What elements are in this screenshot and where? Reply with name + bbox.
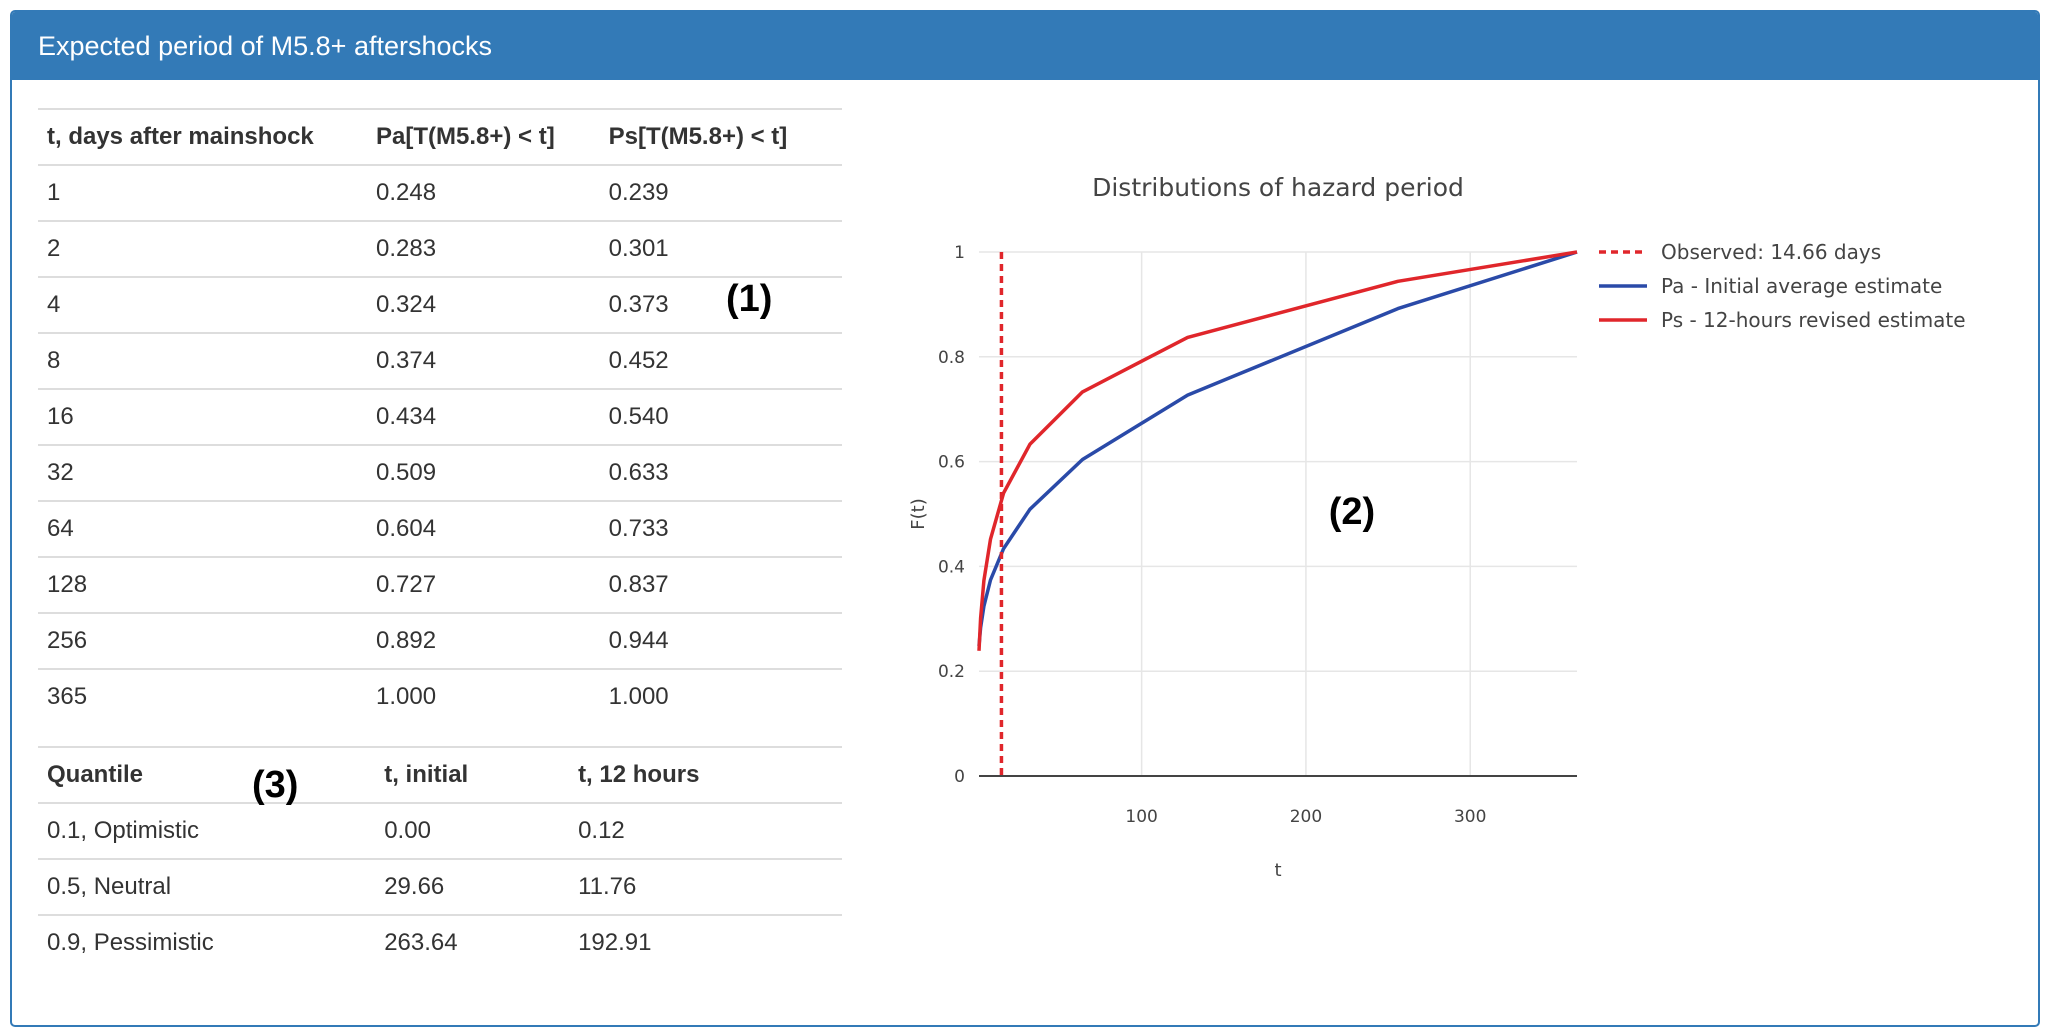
legend-label-2: Ps - 12-hours revised estimate — [1661, 308, 1966, 332]
table-row: 1 0.248 0.239 — [38, 164, 842, 221]
y-tick-label: 1 — [954, 243, 965, 263]
quantile-cell: 192.91 — [569, 914, 842, 970]
table-row: 4 0.324 0.373 — [38, 276, 842, 333]
quantile-cell: 0.12 — [569, 802, 842, 859]
quantile-table: Quantile t, initial t, 12 hours 0.1, Optim… — [38, 746, 842, 970]
probability-cell: 16 — [38, 388, 367, 445]
probability-cell: 1.000 — [367, 668, 600, 724]
probability-cell: 1.000 — [599, 668, 842, 724]
probability-cell: 0.837 — [599, 556, 842, 613]
chart-title: Distributions of hazard period — [1092, 173, 1464, 202]
table-row: 32 0.509 0.633 — [38, 444, 842, 501]
quantile-header-0: Quantile — [38, 746, 376, 804]
y-tick-label: 0.8 — [938, 348, 965, 368]
probability-header-2: Ps[T(M5.8+) < t] — [599, 108, 842, 166]
probability-cell: 365 — [38, 668, 367, 724]
quantile-cell: 0.5, Neutral — [38, 858, 376, 915]
probability-cell: 32 — [38, 444, 367, 501]
probability-cell: 256 — [38, 612, 367, 669]
table-row: 2 0.283 0.301 — [38, 220, 842, 277]
probability-cell: 0.727 — [367, 556, 600, 613]
annotation-1: (1) — [726, 278, 773, 320]
table-row: 365 1.000 1.000 — [38, 668, 842, 724]
x-axis-label: t — [1274, 860, 1281, 881]
probability-cell: 128 — [38, 556, 367, 613]
probability-cell: 64 — [38, 500, 367, 557]
table-row: 0.5, Neutral 29.66 11.76 — [38, 858, 842, 915]
probability-cell: 0.944 — [599, 612, 842, 669]
table-row: 8 0.374 0.452 — [38, 332, 842, 389]
legend-label-1: Pa - Initial average estimate — [1661, 274, 1942, 298]
quantile-cell: 0.00 — [375, 802, 570, 859]
probability-cell: 0.373 — [599, 276, 842, 333]
x-tick-label: 200 — [1290, 807, 1322, 827]
probability-cell: 0.434 — [367, 388, 600, 445]
table-row: 0.1, Optimistic 0.00 0.12 — [38, 802, 842, 859]
y-tick-label: 0 — [954, 767, 965, 787]
quantile-header-1: t, initial — [375, 746, 570, 804]
table-row: 128 0.727 0.837 — [38, 556, 842, 613]
table-row: 64 0.604 0.733 — [38, 500, 842, 557]
probability-cell: 0.324 — [367, 276, 600, 333]
probability-cell: 2 — [38, 220, 367, 277]
x-tick-label: 100 — [1125, 807, 1157, 827]
probability-cell: 1 — [38, 164, 367, 221]
quantile-cell: 29.66 — [375, 858, 570, 915]
probability-cell: 0.301 — [599, 220, 842, 277]
probability-cell: 8 — [38, 332, 367, 389]
probability-cell: 4 — [38, 276, 367, 333]
probability-cell: 0.452 — [599, 332, 842, 389]
y-tick-label: 0.4 — [938, 557, 965, 577]
table-row: 256 0.892 0.944 — [38, 612, 842, 669]
probability-table: t, days after mainshock Pa[T(M5.8+) < t] P… — [38, 108, 842, 724]
y-tick-label: 0.2 — [938, 662, 965, 682]
probability-cell: 0.540 — [599, 388, 842, 445]
probability-cell: 0.633 — [599, 444, 842, 501]
panel-title: Expected period of M5.8+ aftershocks — [12, 12, 2038, 80]
x-tick-label: 300 — [1454, 807, 1486, 827]
hazard-chart: Distributions of hazard period 0 0.2 0.4 0.6… — [908, 173, 1966, 881]
probability-cell: 0.892 — [367, 612, 600, 669]
y-tick-label: 0.6 — [938, 453, 965, 473]
hazard-panel: Expected period of M5.8+ aftershocks t, … — [10, 10, 2040, 1027]
y-axis-label: F(t) — [908, 498, 929, 529]
probability-header-1: Pa[T(M5.8+) < t] — [367, 108, 600, 166]
probability-cell: 0.604 — [367, 500, 600, 557]
series-line-0 — [977, 250, 1578, 647]
probability-cell: 0.283 — [367, 220, 600, 277]
table-row: 16 0.434 0.540 — [38, 388, 842, 445]
probability-header-0: t, days after mainshock — [38, 108, 367, 166]
probability-cell: 0.248 — [367, 164, 600, 221]
quantile-cell: 0.9, Pessimistic — [38, 914, 376, 970]
quantile-cell: 0.1, Optimistic — [38, 802, 376, 859]
probability-cell: 0.239 — [599, 164, 842, 221]
probability-cell: 0.374 — [367, 332, 600, 389]
quantile-cell: 11.76 — [569, 858, 842, 915]
annotation-2: (2) — [1329, 491, 1375, 533]
series-line-1 — [977, 250, 1578, 651]
quantile-cell: 263.64 — [375, 914, 570, 970]
probability-cell: 0.509 — [367, 444, 600, 501]
table-row: 0.9, Pessimistic 263.64 192.91 — [38, 914, 842, 970]
annotation-3: (3) — [252, 764, 299, 806]
quantile-header-2: t, 12 hours — [569, 746, 842, 804]
legend-label-0: Observed: 14.66 days — [1661, 240, 1881, 264]
probability-cell: 0.733 — [599, 500, 842, 557]
